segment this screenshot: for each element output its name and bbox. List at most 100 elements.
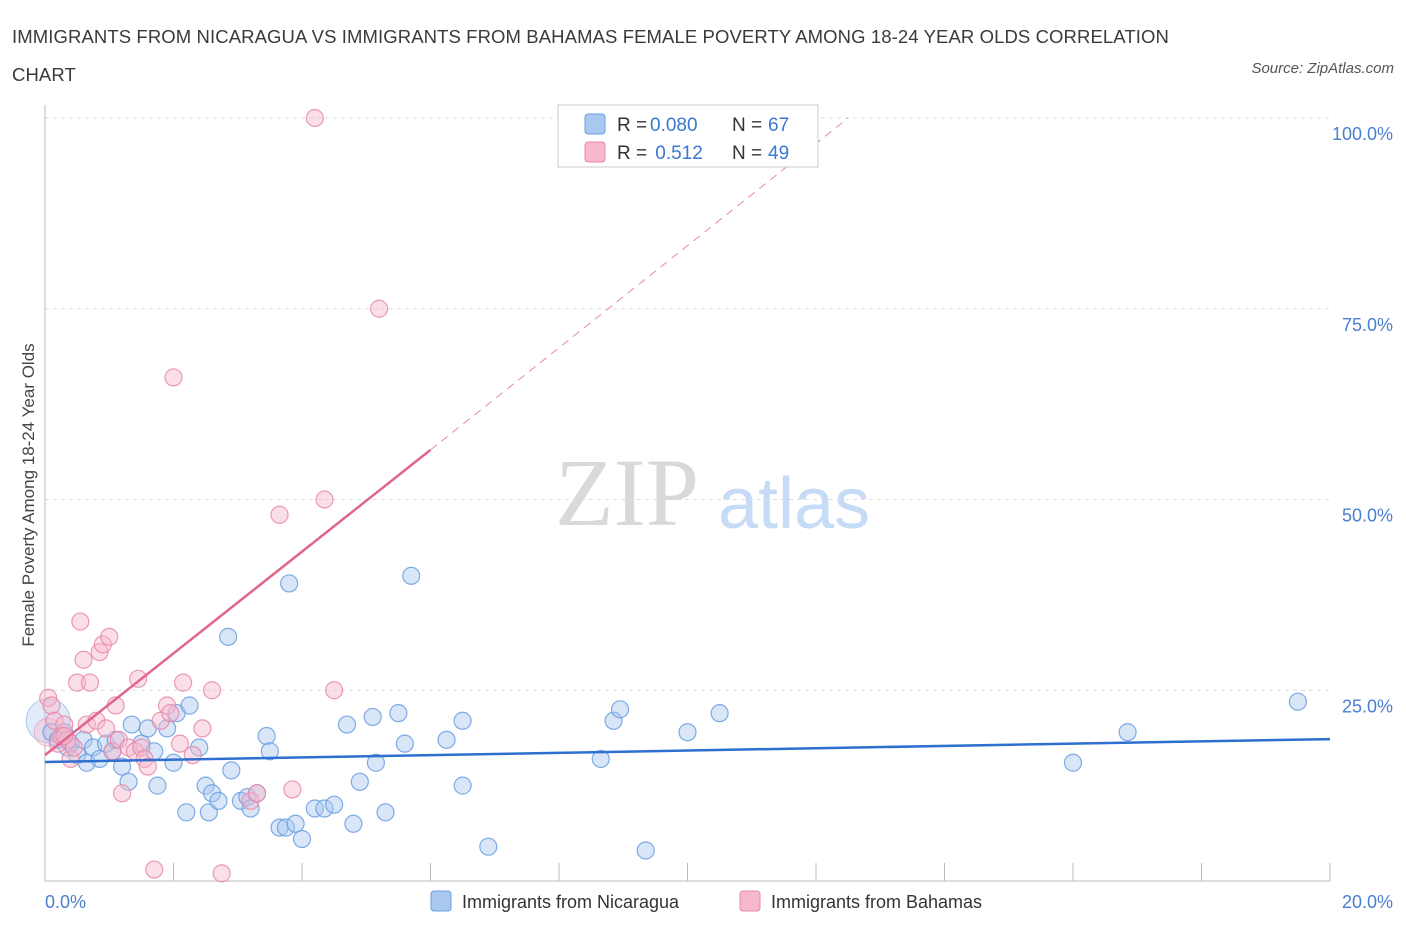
watermark-zip: ZIP — [555, 439, 699, 546]
point-nicaragua-55 — [437, 730, 456, 749]
legend-top-swatch-bahamas — [584, 141, 606, 163]
trend-line-bahamas — [44, 448, 432, 757]
point-nicaragua-62 — [636, 841, 655, 860]
y-tick-label-0: 25.0% — [1342, 696, 1393, 716]
gridlines — [45, 117, 1330, 691]
point-nicaragua-31 — [222, 761, 241, 780]
point-bahamas-46 — [325, 681, 344, 700]
point-nicaragua-49 — [363, 707, 382, 727]
trend-line-nicaragua — [44, 737, 1331, 764]
point-bahamas-36 — [183, 746, 202, 765]
point-bahamas-34 — [170, 734, 190, 753]
point-nicaragua-47 — [344, 814, 363, 833]
point-nicaragua-29 — [209, 791, 228, 810]
point-nicaragua-37 — [260, 742, 279, 761]
y-tick-label-2: 75.0% — [1342, 315, 1393, 335]
point-nicaragua-13 — [112, 757, 132, 776]
point-nicaragua-48 — [350, 772, 369, 791]
point-bahamas-47 — [370, 299, 389, 318]
point-nicaragua-52 — [389, 704, 408, 723]
point-nicaragua-57 — [453, 711, 472, 730]
point-nicaragua-6 — [74, 730, 93, 749]
point-bahamas-40 — [241, 791, 260, 810]
data-points — [25, 108, 1307, 883]
point-nicaragua-67 — [1288, 692, 1307, 711]
point-nicaragua-26 — [196, 776, 215, 795]
y-tick-label-3: 100.0% — [1332, 124, 1393, 144]
point-bahamas-32 — [161, 704, 180, 723]
trend-lines — [44, 117, 1331, 764]
point-bahamas-43 — [283, 780, 302, 799]
point-bahamas-13 — [80, 673, 100, 692]
point-bahamas-39 — [212, 864, 231, 883]
point-nicaragua-14 — [119, 772, 138, 791]
point-bahamas-41 — [247, 784, 267, 803]
point-nicaragua-43 — [305, 799, 324, 818]
point-nicaragua-46 — [337, 715, 357, 734]
point-bahamas-2 — [45, 711, 64, 730]
legend-top-swatch-nicaragua — [584, 113, 606, 135]
point-nicaragua-51 — [376, 803, 395, 822]
point-nicaragua-50 — [366, 753, 385, 772]
point-bahamas-12 — [77, 715, 96, 734]
source-label: Source: ZipAtlas.com — [1251, 60, 1394, 77]
tick-labels: 25.0% 50.0% 75.0% 100.0% 0.0% 20.0% — [45, 124, 1393, 912]
legend-top-n-label-1: N = — [732, 115, 762, 136]
point-bahamas-30 — [151, 711, 170, 730]
legend-top-r-value-1: 0.080 — [650, 115, 698, 136]
point-nicaragua-21 — [164, 753, 183, 772]
point-nicaragua-36 — [257, 726, 276, 746]
point-bahamas-25 — [129, 669, 148, 688]
legend-top-n-label-2: N = — [732, 143, 762, 164]
legend-top-n-value-1: 67 — [768, 115, 789, 136]
point-bahamas-37 — [193, 719, 212, 738]
point-bahamas-33 — [164, 368, 183, 387]
legend-top-r-value-2: 0.512 — [650, 143, 703, 164]
point-nicaragua-28 — [202, 784, 222, 803]
x-tick-label-0: 0.0% — [45, 892, 86, 912]
point-bahamas-21 — [109, 730, 128, 749]
point-bahamas-11 — [74, 650, 93, 669]
point-bahamas-16 — [93, 635, 112, 654]
y-axis-label: Female Poverty Among 18-24 Year Olds — [19, 343, 38, 646]
point-nicaragua-41 — [286, 814, 305, 833]
legend-swatch-nicaragua — [430, 890, 452, 912]
point-nicaragua-30 — [219, 627, 238, 646]
legend-top-n-value-2: 49 — [768, 143, 789, 164]
point-bahamas-29 — [145, 860, 164, 879]
point-nicaragua-66 — [1118, 723, 1137, 742]
point-nicaragua-44 — [315, 799, 334, 818]
point-bahamas-17 — [96, 719, 116, 738]
point-bahamas-28 — [138, 757, 157, 776]
point-nicaragua-23 — [177, 803, 196, 822]
point-nicaragua-59 — [591, 749, 610, 769]
axes — [44, 105, 1331, 882]
legend-top-r-label-1: R = — [617, 115, 647, 136]
point-bahamas-18 — [100, 627, 119, 646]
point-nicaragua-60 — [604, 711, 623, 730]
point-bahamas-45 — [315, 490, 334, 509]
legend-label-bahamas: Immigrants from Bahamas — [771, 892, 982, 912]
legend-bottom: Immigrants from Nicaragua Immigrants fro… — [430, 890, 982, 912]
chart-title: IMMIGRANTS FROM NICARAGUA VS IMMIGRANTS … — [12, 26, 1169, 85]
point-bahamas-1 — [42, 696, 61, 715]
point-bahamas-48 — [55, 726, 74, 746]
point-bahamas-7 — [61, 749, 80, 769]
watermark-atlas: atlas — [718, 464, 870, 544]
point-bahamas-9 — [68, 673, 87, 692]
legend-top: R = 0.080 N = 67 R = 0.512 N = 49 — [557, 104, 819, 168]
point-nicaragua-54 — [402, 566, 421, 585]
point-bahamas-42 — [270, 505, 289, 524]
point-nicaragua-58 — [479, 837, 498, 856]
point-nicaragua-64 — [710, 704, 729, 723]
point-nicaragua-25 — [190, 738, 209, 757]
point-nicaragua-42 — [292, 829, 312, 849]
point-nicaragua-34 — [241, 799, 260, 818]
point-bahamas-38 — [202, 681, 222, 700]
point-nicaragua-56 — [453, 776, 472, 795]
point-nicaragua-63 — [678, 723, 697, 742]
point-bahamas-22 — [112, 784, 132, 803]
point-nicaragua-19 — [148, 776, 167, 795]
point-bahamas-44 — [305, 108, 324, 128]
